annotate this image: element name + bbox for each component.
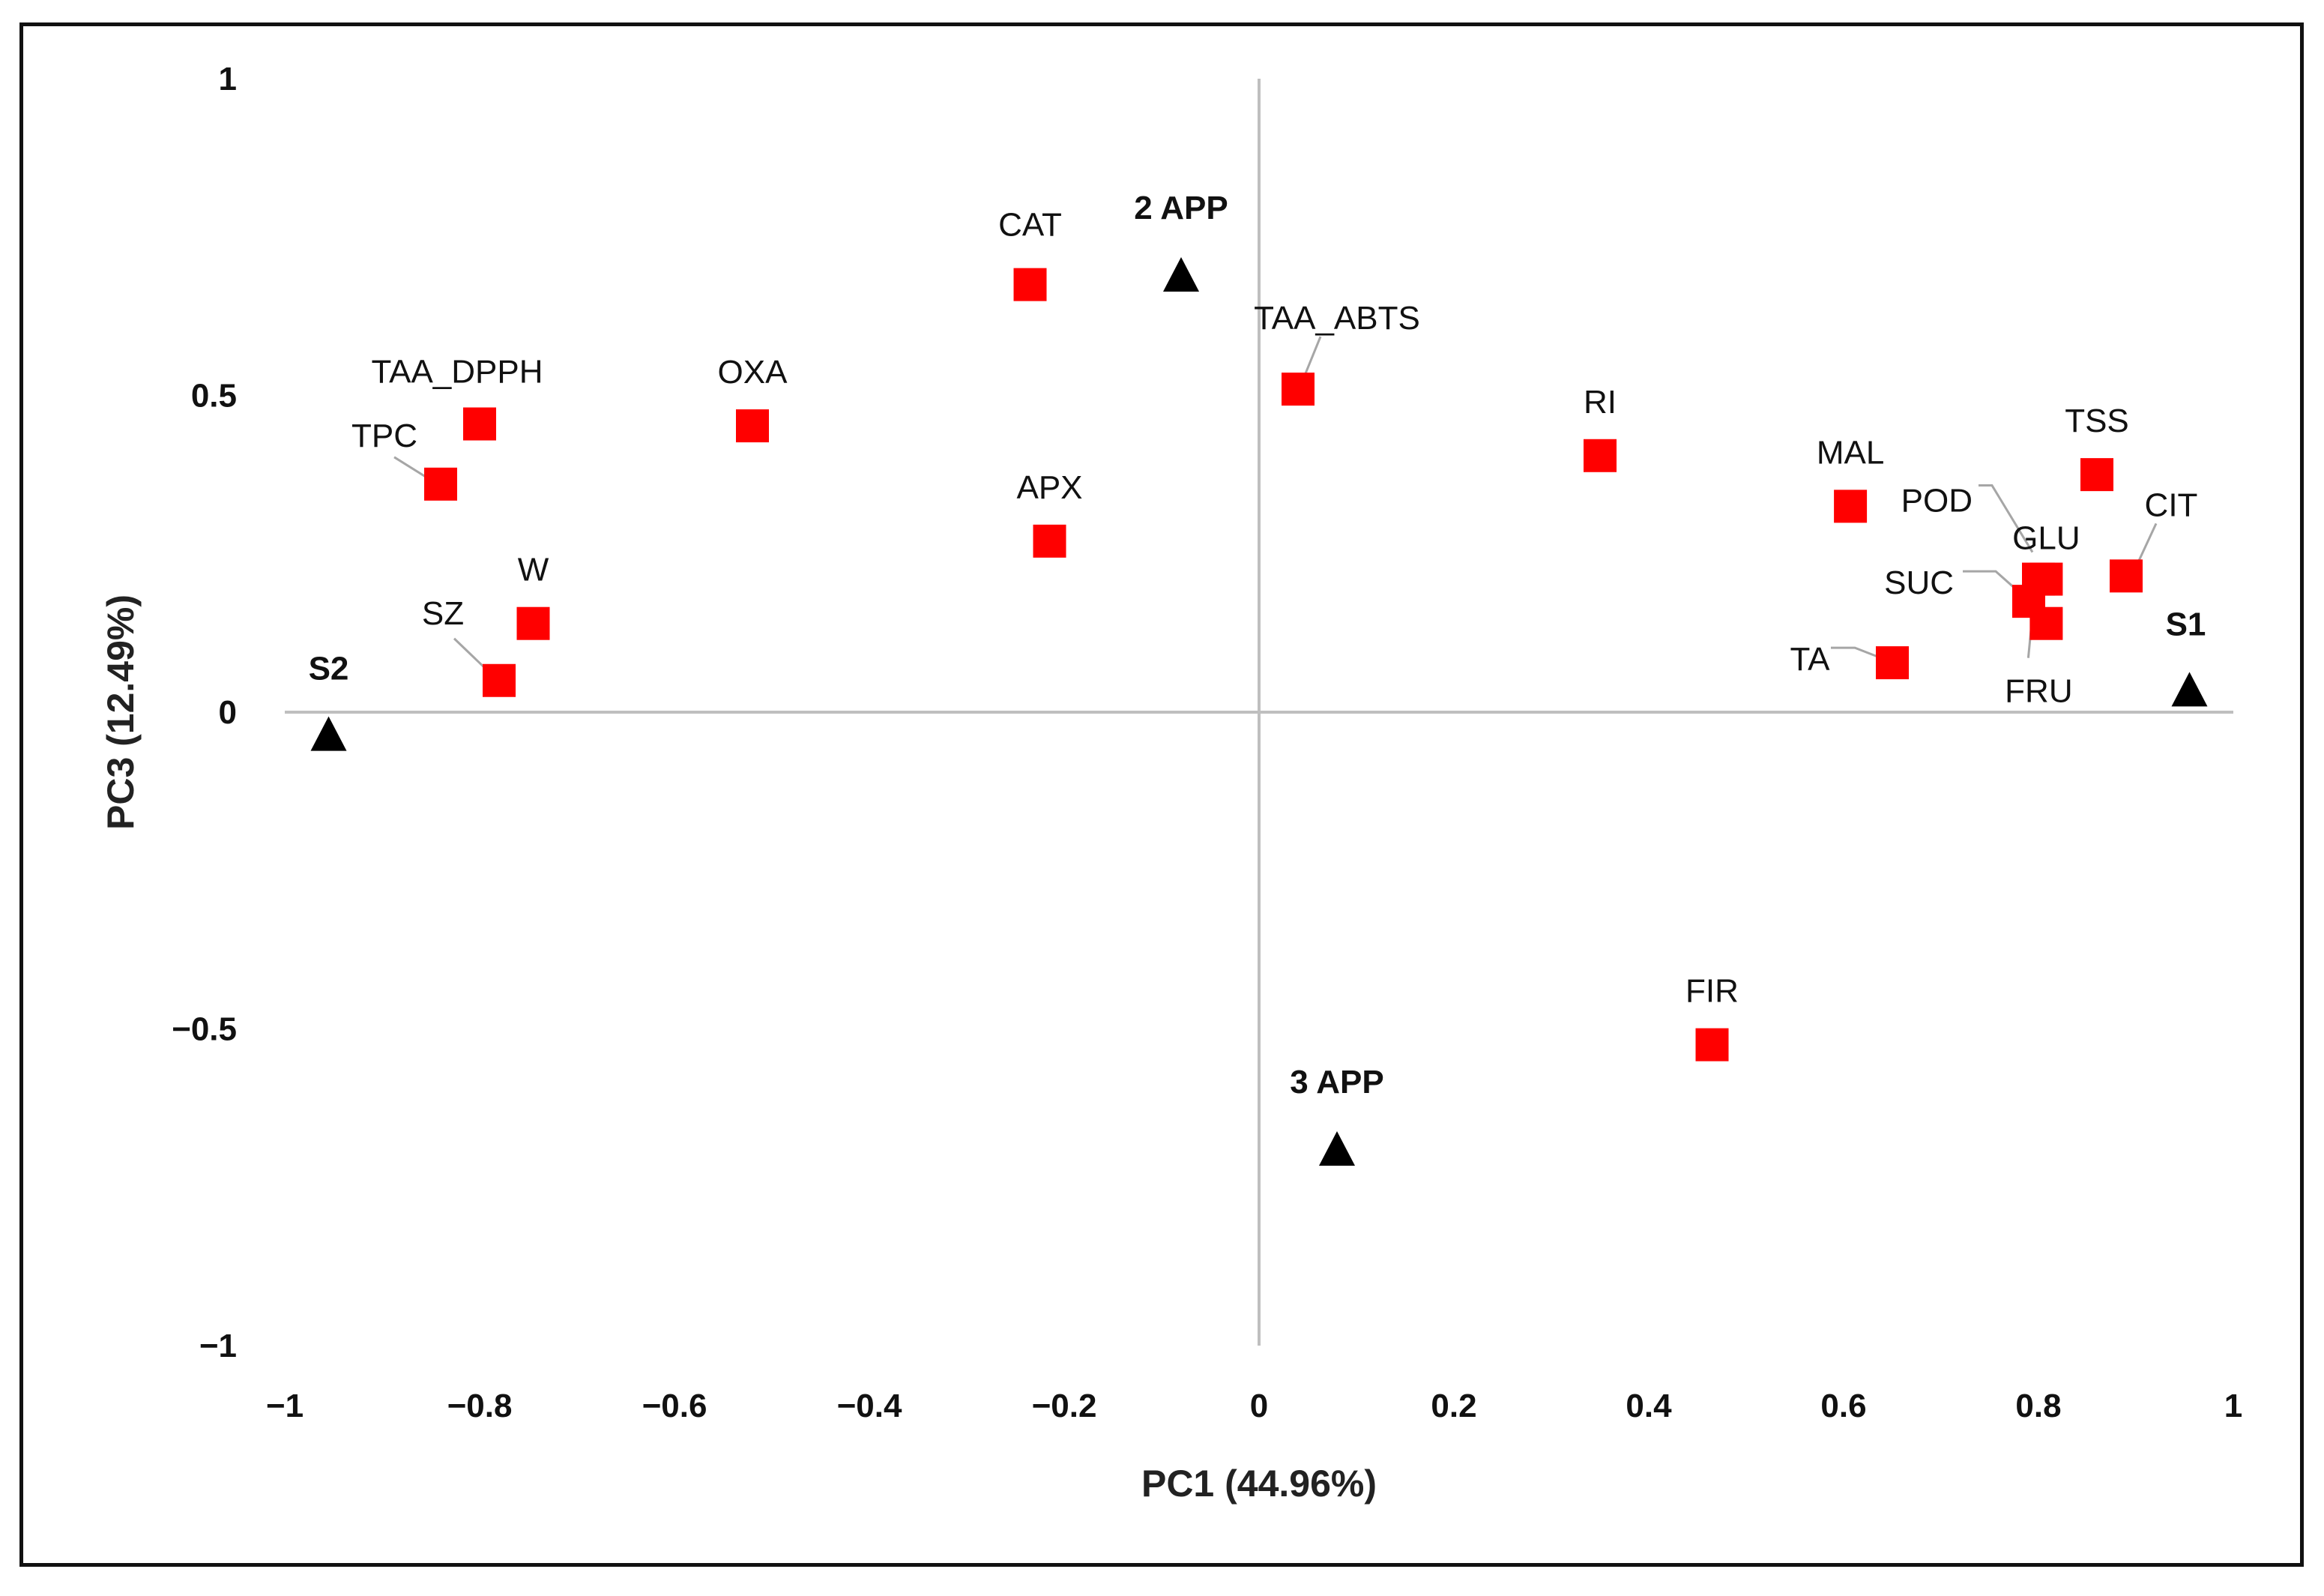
variable-point-taa-dpph xyxy=(463,407,496,441)
variable-label-pod: POD xyxy=(1901,483,1973,520)
variable-label-tpc: TPC xyxy=(351,418,417,454)
data-marks xyxy=(310,256,2208,1166)
x-tick-label: −0.8 xyxy=(447,1388,513,1424)
axes-layer xyxy=(285,79,2233,1346)
variable-point-ta xyxy=(1876,646,1909,680)
variable-label-taa-dpph: TAA_DPPH xyxy=(371,354,543,391)
variable-label-w: W xyxy=(518,552,549,588)
leader-line-taa-abts xyxy=(1303,336,1322,378)
variable-point-fir xyxy=(1695,1028,1729,1062)
y-tick-label: 1 xyxy=(219,61,237,97)
observation-point-3-app xyxy=(1319,1131,1355,1166)
variable-label-suc: SUC xyxy=(1884,564,1954,601)
x-tick-label: −0.4 xyxy=(837,1388,902,1424)
x-tick-label: 0.2 xyxy=(1431,1388,1476,1424)
variable-point-tpc xyxy=(424,467,457,501)
variable-point-taa-abts xyxy=(1282,373,1315,406)
tick-labels: −1 −0.8 −0.6 −0.4 −0.2 0 0.2 0.4 0.6 0.8 1 1 0.5 0 −0.… xyxy=(172,61,2242,1424)
variable-label-taa-abts: TAA_ABTS xyxy=(1254,300,1420,337)
observation-point-s1 xyxy=(2171,672,2208,707)
variable-point-ri xyxy=(1584,439,1617,472)
variable-label-glu: GLU xyxy=(2012,520,2080,557)
observation-label-2-app: 2 APP xyxy=(1134,190,1228,226)
y-axis-title: PC3 (12.49%) xyxy=(100,594,142,830)
variable-label-cit: CIT xyxy=(2145,487,2198,523)
y-tick-label: 0.5 xyxy=(191,378,237,415)
variable-label-ri: RI xyxy=(1584,384,1617,421)
variable-label-cat: CAT xyxy=(998,207,1062,244)
variable-point-apx xyxy=(1033,524,1066,558)
observation-label-s2: S2 xyxy=(309,651,349,687)
y-tick-label: 0 xyxy=(219,694,237,731)
variable-point-cat xyxy=(1013,268,1047,301)
variable-label-apx: APX xyxy=(1016,469,1082,506)
observation-point-2-app xyxy=(1163,256,1199,292)
variable-label-mal: MAL xyxy=(1817,434,1884,471)
leader-line-cit xyxy=(2135,523,2158,566)
x-tick-label: 1 xyxy=(2224,1388,2242,1424)
y-tick-label: −0.5 xyxy=(172,1011,237,1048)
variable-point-cit xyxy=(2110,559,2143,593)
observation-label-s1: S1 xyxy=(2166,606,2206,642)
variable-label-sz: SZ xyxy=(422,595,464,632)
variable-label-tss: TSS xyxy=(2065,403,2129,439)
variable-point-mal xyxy=(1834,490,1868,523)
x-tick-label: 0.6 xyxy=(1820,1388,1866,1424)
variable-label-oxa: OXA xyxy=(718,354,788,391)
x-tick-label: 0.4 xyxy=(1626,1388,1672,1424)
variable-label-ta: TA xyxy=(1790,641,1831,678)
variable-label-fir: FIR xyxy=(1685,973,1739,1010)
leader-line-pod xyxy=(1979,484,2034,553)
x-tick-label: −0.6 xyxy=(642,1388,707,1424)
leader-lines xyxy=(393,336,2158,674)
x-tick-label: 0 xyxy=(1250,1388,1268,1424)
leader-line-ta xyxy=(1831,646,1883,660)
variable-point-tss xyxy=(2080,458,2113,492)
x-tick-label: −1 xyxy=(266,1388,304,1424)
observation-point-s2 xyxy=(310,716,347,751)
variable-point-fru xyxy=(2029,606,2063,640)
point-labels: CAT TAA_DPPH TPC OXA APX W SZ TAA_ABTS RI MAL TSS P… xyxy=(309,190,2206,1100)
variable-point-w xyxy=(516,606,550,640)
observation-label-3-app: 3 APP xyxy=(1290,1064,1384,1100)
x-tick-label: 0.8 xyxy=(2015,1388,2061,1424)
y-tick-label: −1 xyxy=(199,1328,237,1364)
variable-point-oxa xyxy=(736,409,769,443)
variable-label-fru: FRU xyxy=(2005,673,2072,710)
x-tick-label: −0.2 xyxy=(1032,1388,1097,1424)
x-axis-title: PC1 (44.96%) xyxy=(1141,1463,1377,1505)
variable-point-sz xyxy=(483,663,516,697)
chart-frame xyxy=(19,22,2304,1567)
